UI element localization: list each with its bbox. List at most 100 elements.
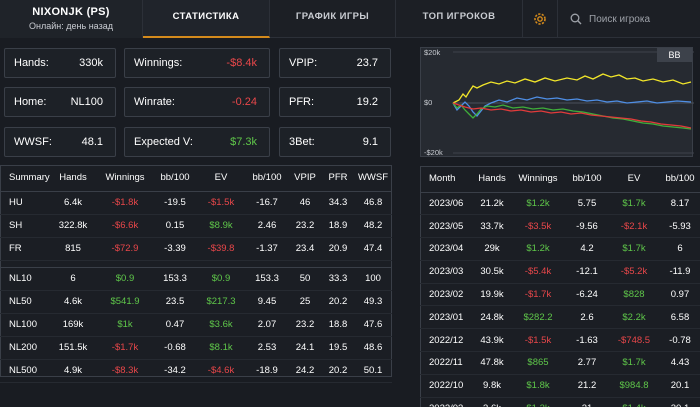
cell: 2023/01 bbox=[420, 305, 474, 330]
cell: 2.6 bbox=[566, 305, 608, 330]
cell: 322.8k bbox=[50, 214, 96, 238]
table-row: 2022/03 3.6k $1.2k 21 $1.4k 20.1 bbox=[420, 397, 700, 407]
gear-icon bbox=[534, 13, 546, 25]
cell: 20.1 bbox=[660, 374, 700, 398]
axis-label-bottom: -$20k bbox=[424, 148, 443, 157]
cell: $3.6k bbox=[196, 313, 246, 337]
search-input[interactable] bbox=[589, 13, 694, 25]
cell: 18.8 bbox=[322, 313, 354, 337]
column-header[interactable]: Hands bbox=[474, 166, 510, 193]
cell: -$39.8 bbox=[196, 237, 246, 261]
column-header[interactable]: Summary bbox=[0, 165, 50, 192]
stat-pfr: PFR: 19.2 bbox=[279, 87, 391, 117]
stat-vpip: VPIP: 23.7 bbox=[279, 48, 391, 78]
cell: 25 bbox=[288, 290, 322, 314]
table-header-row: Month Hands Winnings bb/100 EV bb/100 bbox=[420, 166, 700, 193]
tab-top-players[interactable]: ТОП ИГРОКОВ bbox=[396, 0, 523, 38]
cell: 46 bbox=[288, 191, 322, 215]
tab-game-graph[interactable]: ГРАФИК ИГРЫ bbox=[270, 0, 396, 38]
cell: $282.2 bbox=[510, 305, 566, 330]
column-header[interactable]: Hands bbox=[50, 165, 96, 192]
column-header[interactable]: VPIP bbox=[288, 165, 322, 192]
column-header[interactable]: Winnings bbox=[96, 165, 154, 192]
column-header[interactable]: WWSF bbox=[354, 165, 392, 192]
stat-winrate: Winrate: -0.24 bbox=[124, 87, 270, 117]
cell: NL100 bbox=[0, 313, 50, 337]
column-header[interactable]: EV bbox=[608, 166, 660, 193]
column-header[interactable]: bb/100 bbox=[566, 166, 608, 193]
table-row: 2022/11 47.8k $865 2.77 $1.7k 4.43 bbox=[420, 351, 700, 375]
column-header[interactable]: bb/100 bbox=[660, 166, 700, 193]
table-row: HU 6.4k -$1.8k -19.5 -$1.5k -16.7 46 34.… bbox=[0, 191, 392, 215]
settings-button[interactable] bbox=[523, 0, 558, 38]
column-header[interactable]: Winnings bbox=[510, 166, 566, 193]
stat-label: WWSF: bbox=[14, 136, 52, 148]
cell: 153.3 bbox=[154, 267, 196, 291]
stat-label: Expected V: bbox=[134, 136, 193, 148]
cell: 2023/06 bbox=[420, 192, 474, 216]
column-header[interactable]: Month bbox=[420, 166, 474, 193]
column-header[interactable]: EV bbox=[196, 165, 246, 192]
cell: 9.45 bbox=[246, 290, 288, 314]
cell: 47.8k bbox=[474, 351, 510, 375]
cell: -$4.6k bbox=[196, 359, 246, 383]
player-search[interactable] bbox=[558, 0, 700, 38]
cell: $1.2k bbox=[510, 192, 566, 216]
cell: 6.4k bbox=[50, 191, 96, 215]
cell: -34.2 bbox=[154, 359, 196, 383]
line-non-showdown bbox=[452, 102, 692, 129]
cell: 2023/05 bbox=[420, 214, 474, 239]
cell: -$5.4k bbox=[510, 260, 566, 284]
stat-value: 9.1 bbox=[362, 136, 378, 148]
stat-label: Home: bbox=[14, 96, 47, 108]
cell: 21.2k bbox=[474, 192, 510, 216]
player-info: NIXONJK (PS) Онлайн: день назад bbox=[0, 0, 143, 38]
cell: -11.9 bbox=[660, 260, 700, 284]
cell: 2023/03 bbox=[420, 260, 474, 284]
table-row: FR 815 -$72.9 -3.39 -$39.8 -1.37 23.4 20… bbox=[0, 237, 392, 261]
table-group-spacer bbox=[0, 260, 392, 268]
column-header[interactable]: bb/100 bbox=[246, 165, 288, 192]
cell: 8.17 bbox=[660, 192, 700, 216]
cell: -5.93 bbox=[660, 214, 700, 239]
cell: 2022/11 bbox=[420, 351, 474, 375]
cell: $1k bbox=[96, 313, 154, 337]
cell: -$5.2k bbox=[608, 260, 660, 284]
cell: -3.39 bbox=[154, 237, 196, 261]
cell: 5.75 bbox=[566, 192, 608, 216]
table-row: 2023/03 30.5k -$5.4k -12.1 -$5.2k -11.9 bbox=[420, 260, 700, 284]
cell: $1.7k bbox=[608, 351, 660, 375]
cell: 47.6 bbox=[354, 313, 392, 337]
stat-label: PFR: bbox=[289, 96, 315, 108]
column-header[interactable]: bb/100 bbox=[154, 165, 196, 192]
column-header[interactable]: PFR bbox=[322, 165, 354, 192]
cell: -$1.5k bbox=[510, 328, 566, 353]
tab-statistics[interactable]: СТАТИСТИКА bbox=[143, 0, 270, 38]
cell: 50 bbox=[288, 267, 322, 291]
cell: 2022/10 bbox=[420, 374, 474, 398]
cell: -$8.3k bbox=[96, 359, 154, 383]
cell: 18.9 bbox=[322, 214, 354, 238]
cell: 50.1 bbox=[354, 359, 392, 383]
cell: -$1.7k bbox=[510, 283, 566, 307]
cell: 4.2 bbox=[566, 237, 608, 261]
cell: 2.07 bbox=[246, 313, 288, 337]
winnings-graph[interactable]: BB $20k $0 -$20k bbox=[420, 47, 694, 157]
cell: 20.2 bbox=[322, 359, 354, 383]
cell: 3.6k bbox=[474, 397, 510, 407]
cell: $1.7k bbox=[608, 192, 660, 216]
cell: 2.53 bbox=[246, 336, 288, 360]
cell: -$1.7k bbox=[96, 336, 154, 360]
cell: 2.46 bbox=[246, 214, 288, 238]
cell: 48.2 bbox=[354, 214, 392, 238]
table-row: 2023/02 19.9k -$1.7k -6.24 $828 0.97 bbox=[420, 283, 700, 307]
cell: -1.63 bbox=[566, 328, 608, 353]
cell: 24.1 bbox=[288, 336, 322, 360]
cell: 21 bbox=[566, 397, 608, 407]
graph-plot bbox=[452, 51, 694, 154]
stat-value: 48.1 bbox=[81, 136, 103, 148]
table-row: NL100 169k $1k 0.47 $3.6k 2.07 23.2 18.8… bbox=[0, 313, 392, 337]
stat-expected-value: Expected V: $7.3k bbox=[124, 127, 270, 157]
cell: 100 bbox=[354, 267, 392, 291]
stat-wwsf: WWSF: 48.1 bbox=[4, 127, 116, 157]
